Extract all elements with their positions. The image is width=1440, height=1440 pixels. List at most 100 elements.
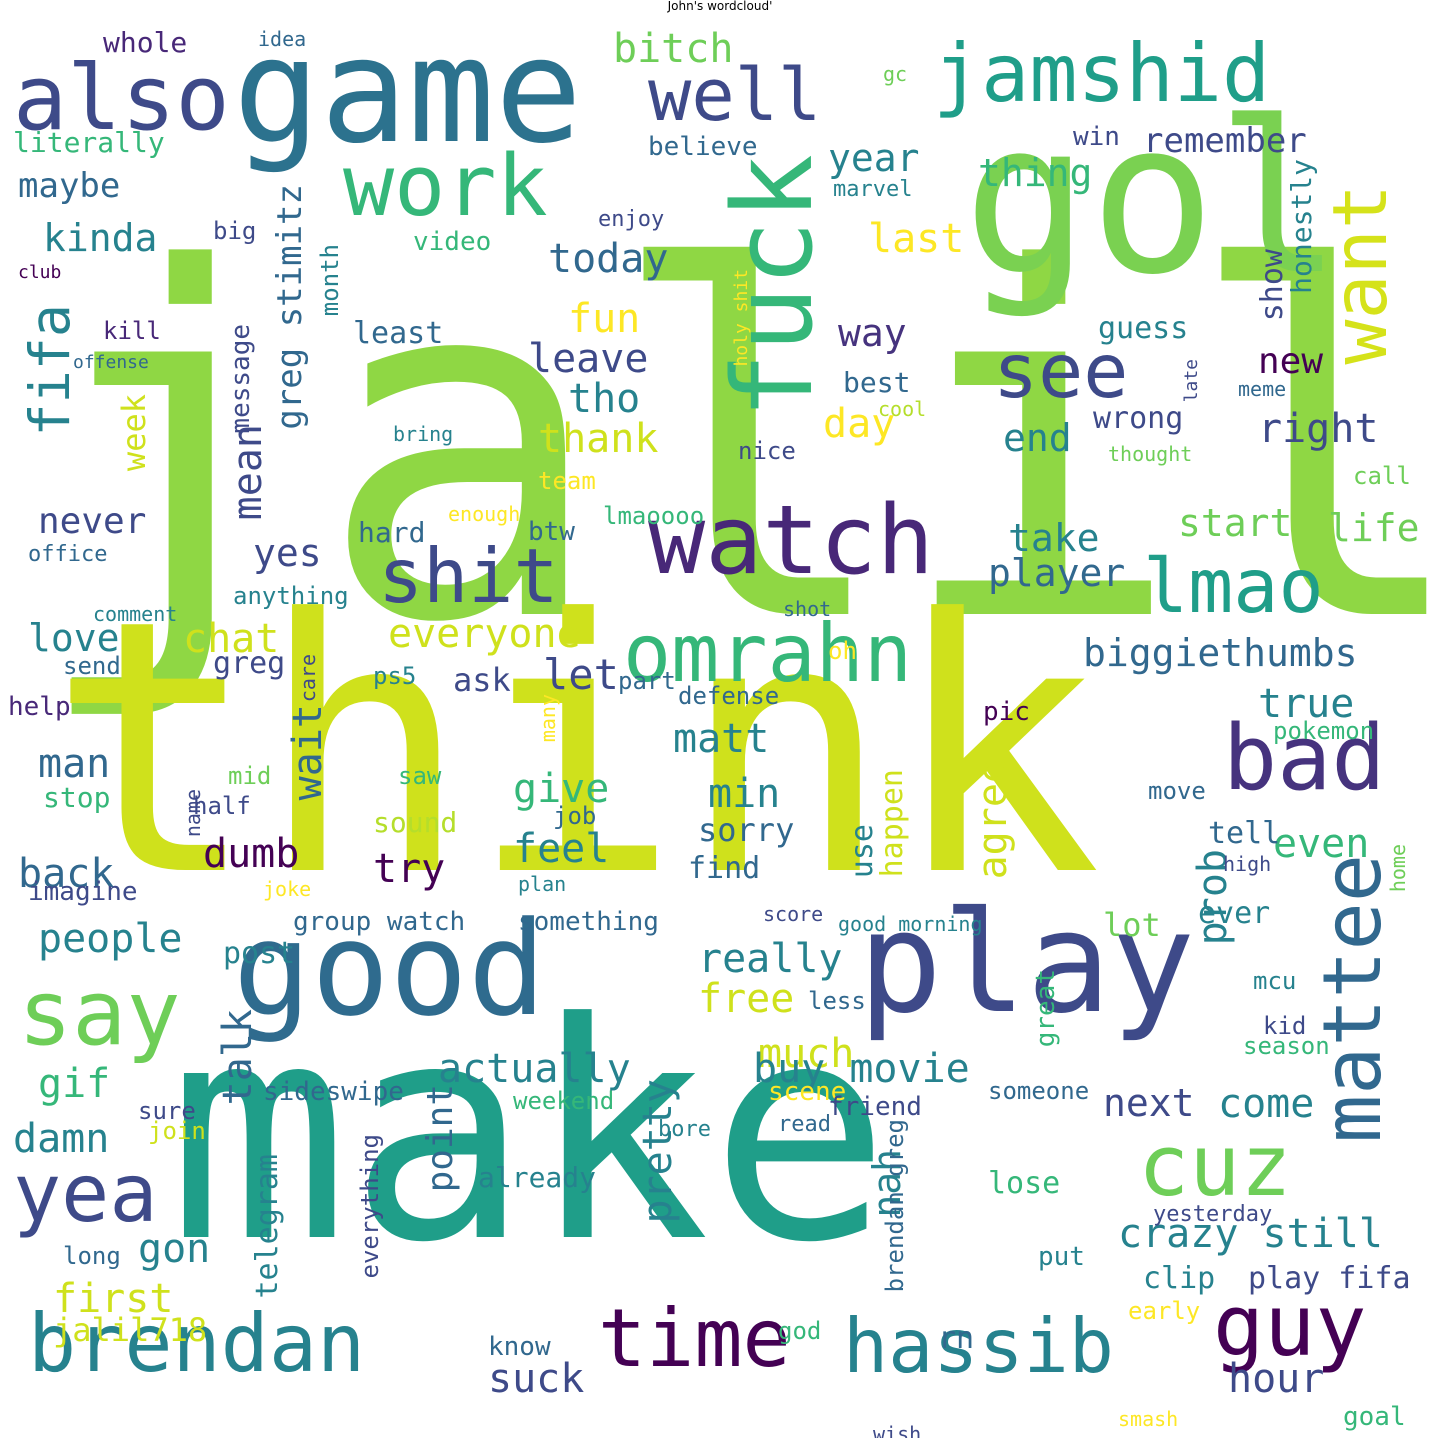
word-back: back: [18, 851, 115, 897]
word-shot: shot: [783, 597, 832, 621]
word-feel: feel: [513, 826, 610, 872]
word-literally: literally: [13, 126, 165, 159]
word-mattee: mattee: [1306, 854, 1399, 1143]
word-join: join: [148, 1117, 206, 1145]
word-goal: goal: [1343, 1402, 1406, 1432]
word-hour: hour: [1228, 1356, 1325, 1402]
word-something: something: [518, 907, 659, 937]
word-job: job: [553, 802, 597, 830]
word-honestly: honestly: [1285, 159, 1318, 294]
word-score: score: [763, 902, 824, 926]
word-anything: anything: [233, 582, 349, 610]
word-best: best: [843, 366, 911, 399]
word-watch: watch: [648, 486, 934, 596]
word-high: high: [1223, 852, 1272, 876]
word-comment: comment: [93, 602, 178, 626]
word-gon: gon: [138, 1226, 211, 1272]
word-pretty: pretty: [635, 1079, 681, 1224]
word-bad: bad: [1223, 706, 1386, 811]
word-pic: pic: [983, 697, 1030, 727]
word-make: make: [168, 959, 891, 1308]
word-buy-movie: buy movie: [753, 1046, 970, 1092]
word-care: care: [296, 654, 320, 703]
word-whole: whole: [103, 26, 188, 59]
word-saw: saw: [398, 762, 442, 790]
word-greg-stimitz: greg stimitz: [270, 184, 310, 430]
word-fifa: fifa: [18, 304, 82, 437]
word-smash: smash: [1118, 1407, 1179, 1431]
word-mid: mid: [228, 762, 272, 790]
word-win: win: [1073, 122, 1120, 152]
word-min: min: [708, 771, 781, 817]
word-scene: scene: [768, 1077, 847, 1107]
word-wish: wish: [873, 1422, 922, 1438]
word-sure: sure: [138, 1097, 196, 1125]
word-mean: mean: [225, 424, 271, 521]
word-much: much: [758, 1031, 855, 1077]
word-week: week: [115, 394, 153, 472]
word-shit: shit: [378, 532, 559, 620]
word-half: half: [193, 792, 251, 820]
word-love: love: [28, 616, 120, 660]
word-jalil718: jalil718: [53, 1311, 208, 1349]
word-many: many: [536, 694, 560, 743]
word-game: game: [233, 14, 583, 176]
word-gc: gc: [883, 62, 908, 86]
word-know: know: [488, 1332, 551, 1362]
word-stop: stop: [43, 781, 111, 814]
word-leave: leave: [528, 336, 649, 382]
word-play-fifa: play fifa: [1248, 1261, 1411, 1296]
word-great: great: [1031, 969, 1061, 1048]
word-talk: talk: [215, 1009, 261, 1106]
word-tell: tell: [1208, 816, 1281, 851]
word-new: new: [1258, 341, 1324, 382]
word-read: read: [778, 1112, 831, 1137]
word-home: home: [1386, 844, 1410, 893]
word-matt: matt: [673, 716, 770, 762]
word-happen: happen: [875, 769, 910, 878]
word-next: next: [1103, 1081, 1195, 1125]
word-see: see: [993, 327, 1129, 415]
word-bitch: bitch: [613, 26, 734, 72]
word-plan: plan: [518, 872, 567, 896]
word-cuz: cuz: [1138, 1117, 1292, 1216]
word-lot: lot: [1103, 906, 1161, 944]
word-guess: guess: [1098, 311, 1189, 346]
word-less: less: [808, 987, 866, 1015]
word-biggiethumbs: biggiethumbs: [1083, 631, 1358, 675]
word-call: call: [1353, 462, 1411, 490]
word-joke: joke: [263, 877, 312, 901]
word-part: part: [618, 667, 676, 695]
word-wrong: wrong: [1093, 401, 1184, 436]
word-play: play: [858, 882, 1196, 1045]
word-last: last: [868, 216, 965, 262]
word-move: move: [1148, 777, 1206, 805]
word-help: help: [8, 692, 71, 722]
word-first: first: [53, 1276, 174, 1322]
word-let: let: [543, 650, 619, 699]
word-point: point: [420, 1084, 461, 1193]
word-man: man: [38, 741, 111, 787]
word-mcu: mcu: [1253, 967, 1297, 995]
word-chat: chat: [183, 616, 280, 662]
word-kid: kid: [1263, 1012, 1307, 1040]
word-try: try: [373, 846, 446, 892]
word-everything: everything: [356, 1134, 384, 1279]
word-enjoy: enjoy: [598, 207, 665, 232]
word-day: day: [823, 401, 896, 447]
word-early: early: [1128, 1297, 1201, 1325]
word-ps5: ps5: [373, 662, 417, 690]
word-find: find: [688, 851, 761, 886]
word-cool: cool: [878, 397, 927, 421]
word-team: team: [538, 467, 596, 495]
word-true: true: [1258, 681, 1355, 727]
word-thank: thank: [538, 416, 659, 462]
word-enough: enough: [448, 502, 521, 526]
word-player: player: [988, 551, 1126, 595]
word-cloud: jalil think make game gol good play fuck watch al…: [8, 14, 1432, 1438]
word-fun: fun: [568, 296, 641, 342]
word-right: right: [1258, 406, 1379, 452]
word-damn: damn: [13, 1116, 110, 1162]
word-ask: ask: [453, 661, 511, 699]
